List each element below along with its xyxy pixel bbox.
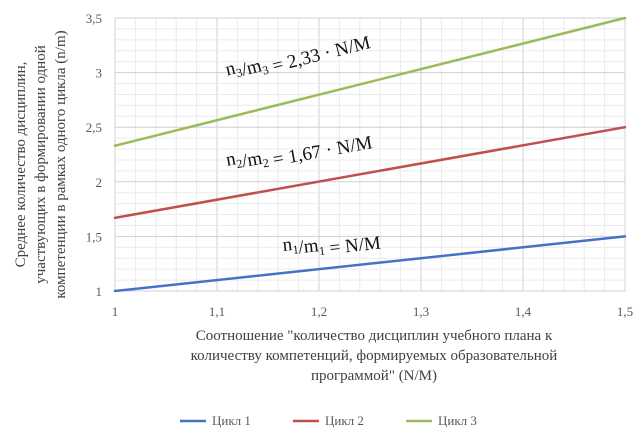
- x-tick-label: 1,3: [413, 304, 429, 319]
- formula-annotation: n3/m3 = 2,33 · N/M: [223, 24, 373, 88]
- y-tick-label: 1: [96, 284, 103, 299]
- series-line-3: [113, 16, 627, 148]
- y-axis-title-line: компетенции в рамках одного цикла (n/m): [53, 30, 69, 298]
- x-axis-title-line: количеству компетенций, формируемых обра…: [191, 348, 558, 364]
- y-tick-label: 1,5: [86, 229, 102, 244]
- y-tick-label: 2: [96, 175, 103, 190]
- y-axis-title: Среднее количество дисциплин, участвующих…: [13, 30, 69, 298]
- legend-label: Цикл 1: [212, 413, 251, 428]
- x-axis-title-line: программой" (N/M): [311, 368, 437, 384]
- x-tick-label: 1,2: [311, 304, 327, 319]
- x-axis-title: Соотношение "количество дисциплин учебно…: [191, 328, 558, 384]
- x-tick-label: 1,1: [209, 304, 225, 319]
- formula-annotations: n3/m3 = 2,33 · N/Mn2/m2 = 1,67 · N/Mn1/m…: [223, 24, 382, 259]
- x-tick-label: 1,5: [617, 304, 633, 319]
- x-axis-title-line: Соотношение "количество дисциплин учебно…: [196, 328, 553, 344]
- legend-label: Цикл 2: [325, 413, 364, 428]
- y-tick-labels: 1 1,5 2 2,5 3 3,5: [86, 11, 102, 299]
- legend: Цикл 1 Цикл 2 Цикл 3: [180, 413, 477, 428]
- y-tick-label: 3: [96, 66, 103, 81]
- x-tick-label: 1: [112, 304, 119, 319]
- series-line-1: [113, 235, 627, 293]
- x-tick-label: 1,4: [515, 304, 532, 319]
- y-axis-title-line: участвующих в формировании одной: [33, 45, 49, 284]
- y-axis-title-line: Среднее количество дисциплин,: [13, 62, 29, 268]
- series-lines: [113, 16, 627, 293]
- horizontal-gridlines: [115, 17, 625, 292]
- legend-label: Цикл 3: [438, 413, 477, 428]
- y-tick-label: 3,5: [86, 11, 102, 26]
- series-line-2: [113, 125, 627, 220]
- x-tick-labels: 1 1,1 1,2 1,3 1,4 1,5: [112, 304, 633, 319]
- y-tick-label: 2,5: [86, 120, 102, 135]
